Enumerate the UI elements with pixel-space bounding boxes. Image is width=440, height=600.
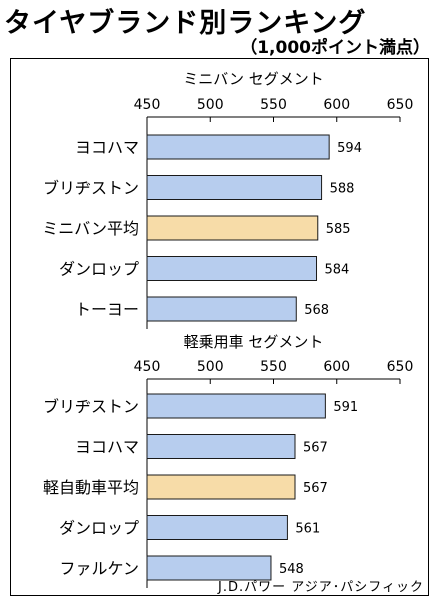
chart1-bar xyxy=(146,134,330,160)
chart2-tick-label: 500 xyxy=(197,359,224,375)
chart1-bar xyxy=(146,256,318,281)
chart1-tick-label: 650 xyxy=(387,97,414,113)
chart1-bar xyxy=(146,215,319,241)
source-credit: J.D.パワー アジア･パシフィック xyxy=(218,580,424,595)
chart1-bar xyxy=(146,175,323,200)
chart-frame xyxy=(10,58,429,596)
chart2-tick-label: 450 xyxy=(134,359,161,375)
chart1-tick-label: 500 xyxy=(197,97,224,113)
chart1-category-label: ブリヂストン xyxy=(43,179,139,198)
chart2-bar xyxy=(146,515,288,540)
chart1-tick-label: 600 xyxy=(323,97,350,113)
chart2-title: 軽乗用車 セグメント xyxy=(184,333,324,351)
chart2-value-label: 567 xyxy=(303,441,328,456)
chart1-value-label: 588 xyxy=(330,182,355,197)
chart1-value-label: 594 xyxy=(337,141,362,156)
chart2-category-label: ヨコハマ xyxy=(75,438,139,457)
chart2-bar xyxy=(146,474,296,500)
chart1-tick-label: 450 xyxy=(134,97,161,113)
chart2-bar xyxy=(146,555,272,581)
chart1-category-label: ダンロップ xyxy=(59,260,139,279)
chart2-category-label: ダンロップ xyxy=(59,519,139,538)
chart2-tick-label: 550 xyxy=(260,359,287,375)
chart2-value-label: 591 xyxy=(333,400,358,415)
chart1-value-label: 585 xyxy=(326,222,351,237)
chart1-category-label: ミニバン平均 xyxy=(42,219,139,238)
chart1-title: ミニバン セグメント xyxy=(183,70,324,88)
chart2-tick-label: 650 xyxy=(387,359,414,375)
chart2-category-label: ファルケン xyxy=(59,559,139,578)
chart1-value-label: 568 xyxy=(304,303,329,318)
page-subtitle: （1,000ポイント満点） xyxy=(240,38,430,58)
chart2-value-label: 567 xyxy=(303,481,328,496)
chart1-category-label: ヨコハマ xyxy=(75,138,139,157)
chart2-value-label: 548 xyxy=(279,562,304,577)
chart1-bar xyxy=(146,296,297,322)
chart1-tick-label: 550 xyxy=(260,97,287,113)
chart2-tick-label: 600 xyxy=(323,359,350,375)
chart2-bar xyxy=(146,434,296,459)
chart2-category-label: ブリヂストン xyxy=(43,397,139,416)
chart2-bar xyxy=(146,393,326,419)
page-title: タイヤブランド別ランキング xyxy=(4,8,367,39)
chart1-value-label: 584 xyxy=(325,263,350,278)
chart1-category-label: トーヨー xyxy=(75,300,139,319)
chart2-value-label: 561 xyxy=(295,522,320,537)
chart2-category-label: 軽自動車平均 xyxy=(43,478,139,497)
